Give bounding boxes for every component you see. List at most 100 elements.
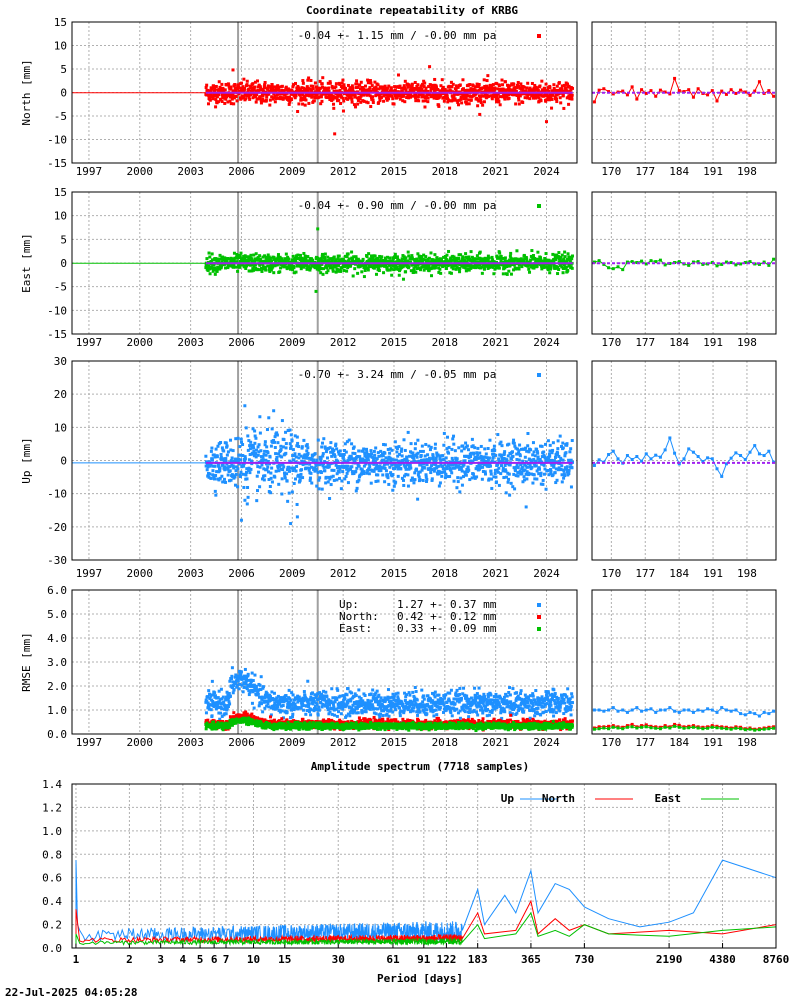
data-point — [540, 267, 544, 271]
data-point — [204, 86, 208, 90]
data-point — [479, 466, 483, 470]
data-point — [339, 487, 343, 491]
data-point — [471, 472, 475, 476]
data-point — [246, 434, 250, 438]
data-point — [247, 87, 251, 91]
data-point — [220, 260, 224, 264]
rmse-point — [292, 698, 296, 702]
rmse-point — [318, 691, 322, 695]
data-point — [319, 460, 323, 464]
data-point — [402, 483, 406, 487]
rmse-point — [302, 708, 306, 712]
data-point — [476, 446, 480, 450]
data-point — [406, 484, 410, 488]
data-point — [253, 259, 257, 263]
data-point — [414, 270, 418, 274]
data-point — [432, 469, 436, 473]
rmse-point — [306, 679, 310, 683]
data-point — [556, 451, 560, 455]
data-point — [560, 87, 564, 91]
data-point — [268, 269, 272, 273]
data-point — [547, 457, 551, 461]
data-point — [506, 264, 510, 268]
y-tick-label: -10 — [47, 134, 67, 147]
rmse-point — [239, 674, 243, 678]
data-point — [561, 458, 565, 462]
data-point — [363, 458, 367, 462]
data-point — [342, 458, 346, 462]
data-point — [569, 447, 573, 451]
data-point — [320, 445, 324, 449]
data-point — [233, 256, 237, 260]
data-point — [429, 251, 433, 255]
data-point — [256, 79, 260, 83]
data-point — [504, 491, 508, 495]
data-point — [382, 99, 386, 103]
data-point — [471, 444, 475, 448]
data-point — [336, 257, 340, 261]
data-point — [427, 256, 431, 260]
data-point — [493, 468, 497, 472]
x-tick-label: 2018 — [432, 567, 459, 580]
data-point — [374, 259, 378, 263]
zoom-point — [597, 88, 601, 92]
data-point — [536, 250, 540, 254]
rmse-point — [244, 682, 248, 686]
y-tick-label: 5.0 — [47, 608, 67, 621]
data-point — [466, 258, 470, 262]
rmse-point — [226, 705, 230, 709]
data-point — [238, 453, 242, 457]
data-point — [532, 94, 536, 98]
plot-frame — [71, 21, 578, 164]
data-point — [501, 256, 505, 260]
data-point — [360, 270, 364, 274]
rmse-point — [285, 710, 289, 714]
zoom-point — [729, 456, 733, 460]
y-tick-label: 0 — [60, 257, 67, 270]
data-point — [322, 437, 326, 441]
data-point — [492, 444, 496, 448]
data-point — [444, 456, 448, 460]
data-point — [379, 264, 383, 268]
data-point — [406, 459, 410, 463]
data-point — [404, 467, 408, 471]
data-point — [247, 468, 251, 472]
data-point — [519, 463, 523, 467]
data-point — [264, 453, 268, 457]
data-point — [374, 272, 378, 276]
data-point — [328, 257, 332, 261]
data-point — [258, 257, 262, 261]
data-point — [556, 272, 560, 276]
data-point — [562, 263, 566, 267]
data-point — [476, 260, 480, 264]
data-point — [305, 449, 309, 453]
data-point — [275, 431, 279, 435]
data-point — [569, 88, 573, 92]
data-point — [356, 85, 360, 89]
data-point — [536, 451, 540, 455]
data-point — [252, 88, 256, 92]
rmse-point — [317, 708, 321, 712]
data-point — [523, 254, 527, 258]
data-point — [449, 80, 453, 84]
data-point — [302, 438, 306, 442]
rmse-point — [226, 693, 230, 697]
x-tick-label: 2012 — [330, 336, 357, 349]
data-point — [287, 98, 291, 102]
data-point — [468, 258, 472, 262]
data-point — [468, 88, 472, 92]
data-point — [478, 250, 482, 254]
data-point — [529, 258, 533, 262]
data-point — [412, 267, 416, 271]
zoom-point — [682, 457, 686, 461]
outlier-point — [231, 68, 235, 72]
data-point — [465, 93, 469, 97]
zoom-point — [720, 262, 724, 266]
outlier-point — [289, 522, 293, 526]
data-point — [450, 258, 454, 262]
data-point — [215, 95, 219, 99]
data-point — [425, 463, 429, 467]
data-point — [490, 459, 494, 463]
data-point — [420, 87, 424, 91]
